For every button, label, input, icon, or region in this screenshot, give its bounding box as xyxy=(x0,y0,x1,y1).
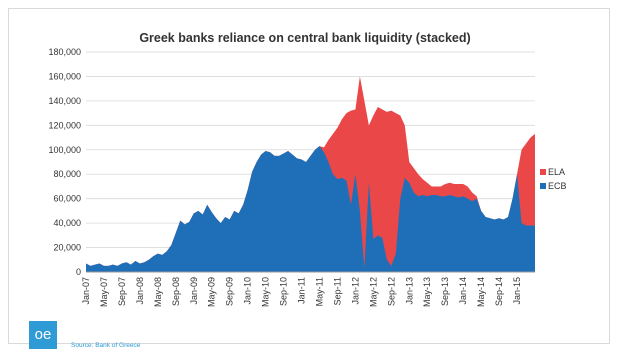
y-axis: 0 20,000 40,000 60,000 80,000 100,000 120,000 1… xyxy=(48,47,81,277)
series-area-ecb xyxy=(86,146,535,272)
x-tick-label: Jan-14 xyxy=(458,277,468,305)
x-tick-label: Sep-13 xyxy=(440,277,450,306)
chart-title: Greek banks reliance on central bank liq… xyxy=(139,31,470,45)
legend-label-ela: ELA xyxy=(548,167,565,177)
chart-card: Greek banks reliance on central bank liq… xyxy=(8,8,610,349)
x-tick-label: Jan-13 xyxy=(404,277,414,305)
x-tick-label: Sep-10 xyxy=(279,277,289,306)
x-tick-label: Jan-08 xyxy=(135,277,145,305)
x-tick-label: Sep-08 xyxy=(171,277,181,306)
plot-area xyxy=(86,76,535,272)
x-tick-label: Sep-14 xyxy=(494,277,504,306)
x-tick-label: Sep-07 xyxy=(117,277,127,306)
x-tick-label: Sep-12 xyxy=(386,277,396,306)
x-tick-label: May-08 xyxy=(153,277,163,307)
y-tick-label: 100,000 xyxy=(48,145,81,155)
x-tick-label: May-11 xyxy=(314,277,324,306)
chart: Greek banks reliance on central bank liq… xyxy=(48,31,567,307)
x-tick-label: May-09 xyxy=(207,277,217,307)
y-tick-label: 60,000 xyxy=(53,194,81,204)
x-tick-label: Jan-15 xyxy=(512,277,522,305)
y-tick-label: 120,000 xyxy=(48,120,81,130)
x-tick-label: Sep-11 xyxy=(332,277,342,305)
legend-swatch-ela xyxy=(540,169,546,175)
x-axis: Jan-07 May-07 Sep-07 Jan-08 May-08 Sep-08 Jan-… xyxy=(81,277,522,307)
x-tick-label: Jan-09 xyxy=(189,277,199,305)
x-tick-label: May-07 xyxy=(99,277,109,307)
oe-logo: oe xyxy=(29,321,57,349)
legend-label-ecb: ECB xyxy=(548,181,567,191)
y-tick-label: 20,000 xyxy=(53,243,81,253)
x-tick-label: Jan-10 xyxy=(243,277,253,305)
x-tick-label: May-13 xyxy=(422,277,432,307)
x-tick-label: May-14 xyxy=(476,277,486,307)
source-note: Source: Bank of Greece xyxy=(71,342,141,349)
x-tick-label: May-12 xyxy=(368,277,378,307)
y-tick-label: 140,000 xyxy=(48,96,81,106)
y-tick-label: 40,000 xyxy=(53,218,81,228)
x-tick-label: Sep-09 xyxy=(225,277,235,306)
legend-swatch-ecb xyxy=(540,183,546,189)
y-tick-label: 0 xyxy=(76,267,81,277)
legend: ELA ECB xyxy=(540,167,567,191)
x-tick-label: May-10 xyxy=(261,277,271,307)
x-tick-label: Jan-07 xyxy=(81,277,91,305)
x-tick-label: Jan-12 xyxy=(350,277,360,305)
y-tick-label: 180,000 xyxy=(48,47,81,57)
y-tick-label: 160,000 xyxy=(48,71,81,81)
y-tick-label: 80,000 xyxy=(53,169,81,179)
x-tick-label: Jan-11 xyxy=(297,277,307,304)
